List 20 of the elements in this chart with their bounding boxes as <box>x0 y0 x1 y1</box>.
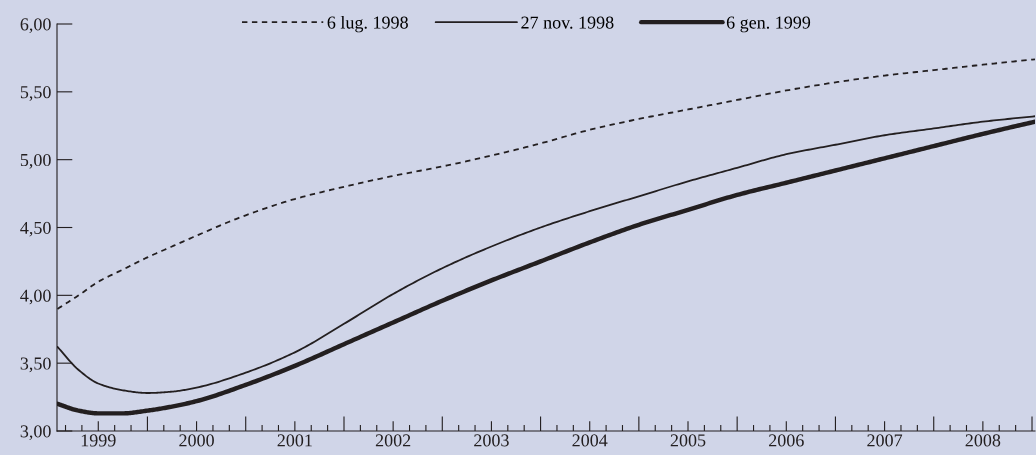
y-tick-label: 5,00 <box>20 153 51 169</box>
legend-label: 6 lug. 1998 <box>327 15 408 33</box>
y-tick-label: 6,00 <box>20 18 51 34</box>
x-tick-label: 2004 <box>572 434 608 447</box>
y-tick-label: 3,50 <box>20 357 51 373</box>
x-tick-label: 2006 <box>769 434 804 447</box>
x-tick-label: 1999 <box>81 434 116 447</box>
x-tick-label: 2008 <box>965 434 1001 447</box>
y-tick-label: 5,50 <box>20 86 51 101</box>
legend-label: 27 nov. 1998 <box>521 16 614 29</box>
y-tick-label: 4,50 <box>20 221 51 237</box>
x-tick-label: 2002 <box>375 434 411 447</box>
x-tick-label: 2000 <box>179 434 214 447</box>
y-tick-label: 4,00 <box>20 289 51 305</box>
legend-label: 6 gen. 1999 <box>726 16 811 33</box>
x-tick-label: 2003 <box>474 434 509 447</box>
x-tick-label: 2005 <box>670 434 706 447</box>
x-tick-label: 2001 <box>277 434 312 447</box>
x-tick-label: 2007 <box>867 434 903 447</box>
y-tick-label: 3,00 <box>20 425 51 441</box>
